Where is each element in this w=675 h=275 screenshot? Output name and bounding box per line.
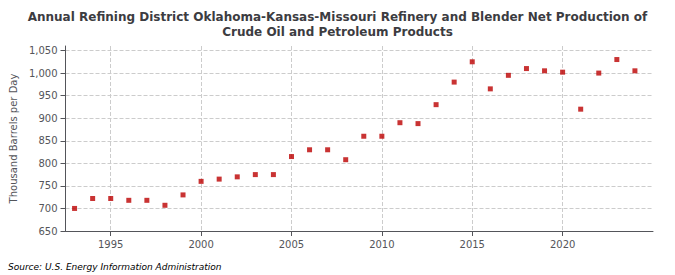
svg-text:800: 800 — [38, 158, 57, 169]
svg-text:Thousand Barrels per Day: Thousand Barrels per Day — [8, 74, 19, 205]
svg-text:2000: 2000 — [188, 239, 213, 250]
svg-text:Source: U.S. Energy Informatio: Source: U.S. Energy Information Administ… — [8, 262, 222, 272]
svg-text:900: 900 — [38, 113, 57, 124]
svg-text:2010: 2010 — [369, 239, 394, 250]
svg-text:2020: 2020 — [550, 239, 575, 250]
svg-text:950: 950 — [38, 90, 57, 101]
svg-text:1,000: 1,000 — [29, 68, 58, 79]
svg-text:Annual Refining District Oklah: Annual Refining District Oklahoma-Kansas… — [28, 10, 648, 24]
svg-text:1995: 1995 — [98, 239, 123, 250]
svg-text:850: 850 — [38, 135, 57, 146]
svg-text:Crude Oil and Petroleum Produc: Crude Oil and Petroleum Products — [222, 25, 453, 39]
svg-text:700: 700 — [38, 203, 57, 214]
svg-text:2005: 2005 — [279, 239, 304, 250]
svg-text:750: 750 — [38, 180, 57, 191]
svg-text:1,050: 1,050 — [29, 45, 58, 56]
svg-text:650: 650 — [38, 226, 57, 237]
svg-text:2015: 2015 — [460, 239, 485, 250]
